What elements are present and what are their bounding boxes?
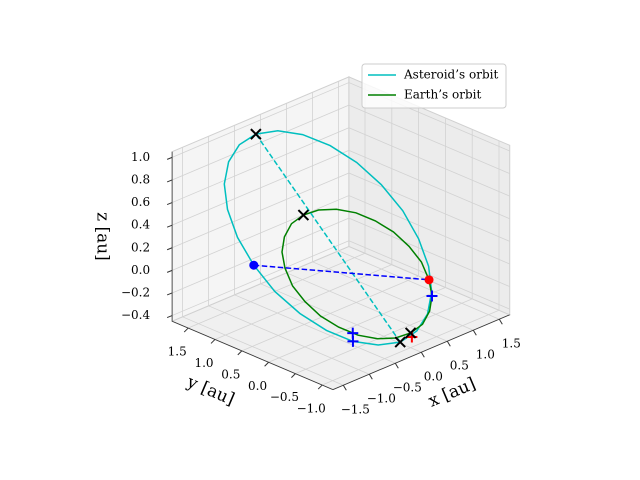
z-tick: [166, 247, 173, 251]
z-tick-label: 0.0: [131, 263, 150, 277]
y-tick: [183, 327, 189, 333]
z-axis-label: z [au]: [93, 212, 113, 261]
legend: Asteroid’s orbit Earth’s orbit: [361, 63, 507, 109]
grid-line: [348, 104, 510, 174]
grid-line: [208, 305, 370, 375]
grid-line: [260, 283, 422, 353]
legend-label: Earth’s orbit: [404, 88, 481, 102]
y-tick: [264, 361, 269, 367]
y-tick-label: 1.5: [168, 345, 187, 359]
z-tick-label: −0.4: [121, 308, 151, 322]
axes: −1.5−1.0−0.50.00.51.01.5−1.0−0.50.00.51.…: [93, 150, 521, 417]
x-tick: [420, 351, 425, 358]
y-tick-label: 1.0: [194, 356, 213, 370]
legend-label: Asteroid’s orbit: [403, 68, 498, 82]
legend-box: [361, 63, 507, 109]
grid-line: [171, 172, 350, 249]
grid-line: [348, 127, 510, 197]
x-tick-label: −0.5: [393, 381, 422, 395]
x-tick: [446, 340, 451, 347]
z-tick: [166, 156, 173, 160]
orbit-line: [281, 208, 433, 340]
y-tick-label: −0.5: [270, 390, 299, 404]
x-tick: [394, 362, 399, 369]
x-tick: [472, 329, 477, 336]
z-tick-label: 0.4: [131, 218, 150, 232]
grid-line: [171, 82, 350, 158]
z-tick: [166, 179, 173, 183]
x-tick-label: −1.0: [367, 392, 396, 406]
marker-dot: [249, 260, 259, 270]
grid-line: [171, 127, 350, 203]
z-tick: [166, 224, 173, 228]
grid-line: [322, 309, 500, 386]
axis-line: [171, 320, 334, 390]
grid-line: [348, 217, 510, 287]
pane-back-right: [348, 76, 511, 316]
x-tick-label: 0.0: [424, 370, 443, 384]
grid-line: [348, 195, 510, 265]
grid-line: [286, 272, 448, 342]
marker-x: [297, 209, 310, 221]
y-tick-label: −1.0: [297, 402, 326, 416]
y-tick: [317, 384, 323, 390]
z-tick-label: 1.0: [131, 150, 150, 164]
dashed-line: [255, 133, 401, 343]
y-tick-label: 0.5: [221, 367, 240, 381]
grid-line: [171, 240, 350, 316]
grid-line: [171, 149, 350, 226]
marker-dot: [424, 275, 434, 285]
marker-x: [404, 327, 417, 339]
plot-area: [223, 128, 438, 348]
grid-line: [348, 149, 510, 220]
marker-plus: [426, 290, 438, 302]
z-tick: [166, 292, 173, 296]
x-tick-label: 1.0: [476, 348, 495, 362]
grid-line: [241, 275, 419, 352]
x-tick-label: 1.5: [502, 337, 521, 351]
grid-line: [171, 217, 350, 294]
grid-line: [171, 104, 350, 181]
y-tick-label: 0.0: [248, 379, 267, 393]
x-tick: [342, 384, 347, 391]
y-tick: [210, 339, 216, 344]
marker-x: [394, 336, 406, 348]
marker-x: [250, 128, 262, 140]
grid-line: [295, 298, 473, 375]
grid-line: [171, 195, 350, 271]
y-tick: [291, 373, 296, 379]
grid-line: [188, 252, 366, 329]
grid-line: [214, 264, 392, 340]
y-tick: [237, 350, 243, 356]
x-tick: [368, 373, 373, 380]
grid-line: [234, 294, 396, 364]
grid-line: [338, 250, 500, 320]
dashed-line: [253, 264, 430, 281]
x-tick-label: 0.5: [450, 359, 469, 373]
x-tick-label: −1.5: [341, 403, 370, 417]
z-tick-label: 0.8: [131, 172, 150, 186]
grid-line: [312, 261, 474, 331]
grid-line: [182, 316, 344, 386]
z-tick: [166, 315, 173, 319]
x-tick: [498, 318, 503, 325]
z-tick-label: −0.2: [121, 285, 150, 299]
z-tick: [166, 202, 173, 206]
grid-line: [268, 287, 446, 363]
z-tick-label: 0.2: [131, 240, 150, 254]
grid-line: [348, 172, 510, 242]
z-tick-label: 0.6: [131, 195, 150, 209]
marker-plus: [347, 335, 359, 347]
z-tick: [166, 269, 173, 273]
